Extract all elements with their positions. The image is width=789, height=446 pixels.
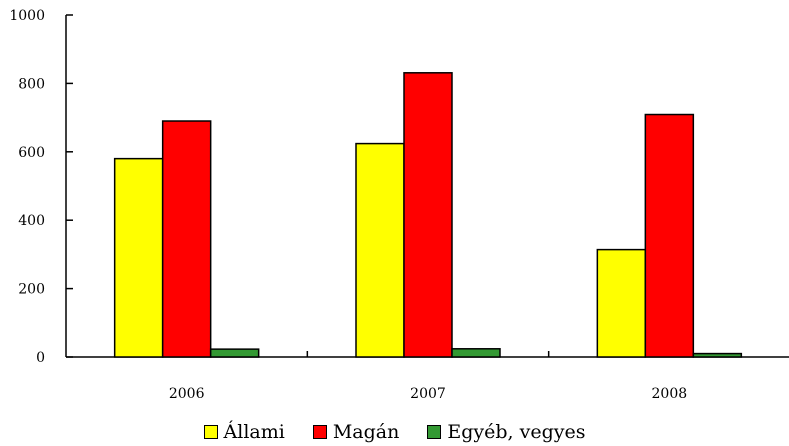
y-axis: 0 200 400 600 800 1000 bbox=[9, 8, 73, 366]
bar-2008-3 bbox=[692, 352, 743, 358]
bar-2006-2 bbox=[161, 120, 212, 358]
y-tick-label: 400 bbox=[18, 213, 45, 229]
legend-swatch-egyeb bbox=[427, 425, 442, 439]
x-axis: 2006 2007 2008 bbox=[66, 351, 789, 402]
bar-2008-1 bbox=[596, 248, 647, 358]
legend-label-allami: Állami bbox=[223, 421, 285, 443]
bars bbox=[113, 72, 743, 358]
x-tick-label: 2008 bbox=[652, 386, 688, 402]
legend-swatch-allami bbox=[203, 425, 218, 439]
legend-label-egyeb: Egyéb, vegyes bbox=[447, 421, 586, 443]
bar-2006-3 bbox=[209, 348, 260, 358]
legend-item-allami: Állami bbox=[203, 421, 285, 443]
y-tick-label: 600 bbox=[18, 145, 45, 161]
y-tick-label: 0 bbox=[36, 350, 45, 366]
bar-chart: 0 200 400 600 800 1000 2006 2007 2008 bbox=[9, 8, 789, 402]
bar-2007-1 bbox=[355, 142, 405, 358]
bar-2008-2 bbox=[644, 113, 695, 358]
x-tick-label: 2006 bbox=[169, 386, 205, 402]
legend-item-magan: Magán bbox=[312, 421, 400, 443]
legend-label-magan: Magán bbox=[332, 421, 400, 443]
legend: Állami Magán Egyéb, vegyes bbox=[0, 418, 789, 446]
legend-swatch-magan bbox=[312, 425, 327, 439]
legend-item-egyeb: Egyéb, vegyes bbox=[427, 421, 585, 443]
y-tick-label: 800 bbox=[18, 76, 45, 92]
y-tick-label: 200 bbox=[18, 282, 45, 298]
x-tick-label: 2007 bbox=[410, 386, 446, 402]
y-tick-label: 1000 bbox=[9, 8, 45, 24]
bar-2007-3 bbox=[451, 348, 501, 358]
bar-2006-1 bbox=[113, 157, 164, 358]
bar-2007-2 bbox=[403, 72, 453, 358]
